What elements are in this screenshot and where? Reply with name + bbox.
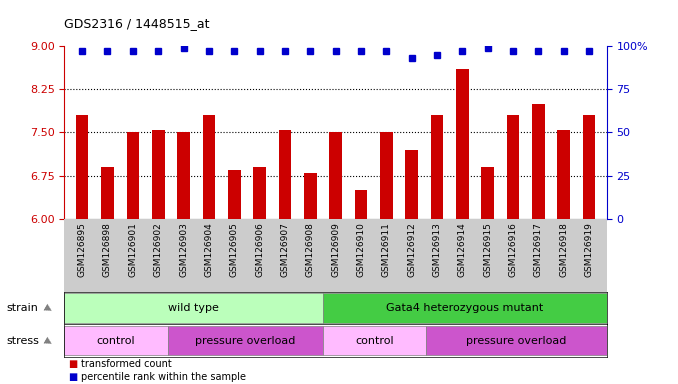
Text: GSM126917: GSM126917 <box>534 223 543 277</box>
Bar <box>152 130 165 219</box>
Text: Gata4 heterozygous mutant: Gata4 heterozygous mutant <box>386 303 543 313</box>
Bar <box>177 132 190 219</box>
Text: GSM126916: GSM126916 <box>508 223 517 277</box>
Bar <box>506 115 519 219</box>
Text: ■: ■ <box>68 359 77 369</box>
Bar <box>304 173 317 219</box>
Text: pressure overload: pressure overload <box>466 336 567 346</box>
Text: GSM126902: GSM126902 <box>154 223 163 277</box>
Bar <box>323 293 607 323</box>
Text: pressure overload: pressure overload <box>195 336 296 346</box>
Text: strain: strain <box>7 303 39 313</box>
Text: GSM126901: GSM126901 <box>128 223 138 277</box>
Text: GSM126898: GSM126898 <box>103 223 112 277</box>
Bar <box>380 132 393 219</box>
Text: percentile rank within the sample: percentile rank within the sample <box>81 372 246 382</box>
Text: GSM126915: GSM126915 <box>483 223 492 277</box>
Bar <box>557 130 570 219</box>
Bar <box>127 132 139 219</box>
Bar <box>330 132 342 219</box>
Text: ▶: ▶ <box>43 334 54 347</box>
Text: GSM126908: GSM126908 <box>306 223 315 277</box>
Bar <box>355 190 367 219</box>
Text: GSM126904: GSM126904 <box>204 223 214 277</box>
Text: ■: ■ <box>68 372 77 382</box>
Text: GSM126910: GSM126910 <box>357 223 365 277</box>
Text: control: control <box>355 336 394 346</box>
Text: GSM126905: GSM126905 <box>230 223 239 277</box>
Text: GSM126903: GSM126903 <box>179 223 188 277</box>
Bar <box>456 69 468 219</box>
Bar <box>101 167 114 219</box>
Bar <box>203 115 215 219</box>
Text: stress: stress <box>7 336 39 346</box>
Bar <box>532 104 544 219</box>
Bar <box>64 326 167 356</box>
Text: GSM126911: GSM126911 <box>382 223 391 277</box>
Text: GSM126918: GSM126918 <box>559 223 568 277</box>
Bar <box>426 326 607 356</box>
Text: GSM126914: GSM126914 <box>458 223 467 277</box>
Bar <box>582 115 595 219</box>
Bar <box>481 167 494 219</box>
Text: GSM126909: GSM126909 <box>331 223 340 277</box>
Text: GDS2316 / 1448515_at: GDS2316 / 1448515_at <box>64 17 210 30</box>
Bar <box>279 130 292 219</box>
Text: control: control <box>97 336 136 346</box>
Text: GSM126919: GSM126919 <box>584 223 593 277</box>
Bar <box>228 170 241 219</box>
Bar <box>405 150 418 219</box>
Text: GSM126907: GSM126907 <box>281 223 290 277</box>
Bar <box>323 326 426 356</box>
Text: GSM126913: GSM126913 <box>433 223 441 277</box>
Bar <box>76 115 89 219</box>
Text: transformed count: transformed count <box>81 359 172 369</box>
Bar <box>64 293 323 323</box>
Text: wild type: wild type <box>168 303 219 313</box>
Text: GSM126895: GSM126895 <box>78 223 87 277</box>
Text: ▶: ▶ <box>43 302 54 314</box>
Bar <box>254 167 266 219</box>
Text: GSM126906: GSM126906 <box>255 223 264 277</box>
Bar <box>431 115 443 219</box>
Bar <box>167 326 323 356</box>
Text: GSM126912: GSM126912 <box>407 223 416 277</box>
